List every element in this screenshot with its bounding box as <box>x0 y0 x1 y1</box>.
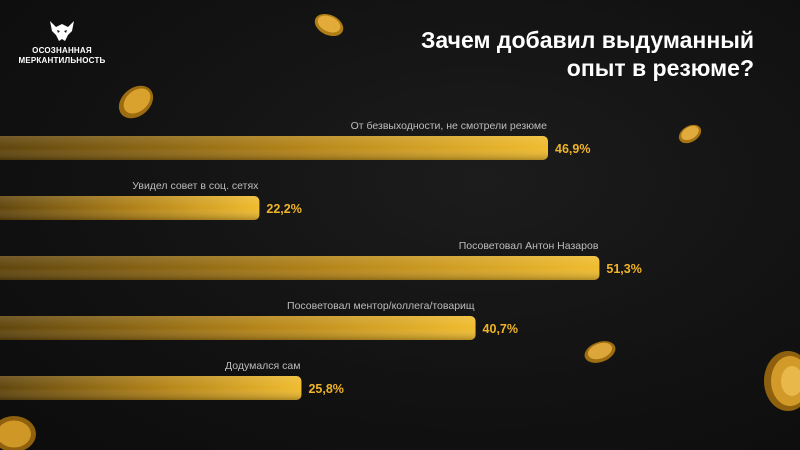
bar-value-label: 46,9% <box>555 142 590 156</box>
bar-shading <box>0 136 548 160</box>
bar-group: Додумался сам 25,8% <box>0 360 344 400</box>
coin-icon <box>678 124 702 144</box>
bar-group: Посоветовал Антон Назаров 51,3% <box>0 240 642 280</box>
coin-icon <box>118 85 154 119</box>
coin-icon <box>314 13 344 37</box>
brand-name-line1: ОСОЗНАННАЯ <box>32 46 92 55</box>
bar-category-label: От безвыходности, не смотрели резюме <box>351 120 548 132</box>
bar-shading <box>0 256 600 280</box>
coin-icon <box>764 351 800 411</box>
bar-category-label: Увидел совет в соц. сетях <box>132 180 259 192</box>
coin-icon <box>584 341 616 363</box>
bar-shading <box>0 316 476 340</box>
bar-value-label: 22,2% <box>266 202 301 216</box>
brand-name-line2: МЕРКАНТИЛЬНОСТЬ <box>18 56 106 65</box>
bar-value-label: 25,8% <box>308 382 343 396</box>
wolf-head-icon <box>50 21 74 41</box>
bar-group: Увидел совет в соц. сетях 22,2% <box>0 180 302 220</box>
brand-logo: ОСОЗНАННАЯ МЕРКАНТИЛЬНОСТЬ <box>14 20 110 66</box>
bar-group: Посоветовал ментор/коллега/товарищ 40,7% <box>0 300 518 340</box>
coin-icon <box>0 416 36 450</box>
bar-shading <box>0 196 260 220</box>
bar-category-label: Посоветовал Антон Назаров <box>459 240 599 252</box>
bar-shading <box>0 376 302 400</box>
bar-value-label: 40,7% <box>483 322 518 336</box>
chart-title: Зачем добавил выдуманный опыт в резюме? <box>420 27 754 81</box>
bar-group: От безвыходности, не смотрели резюме 46,9… <box>0 120 590 160</box>
bar-category-label: Посоветовал ментор/коллега/товарищ <box>287 300 475 312</box>
bar-value-label: 51,3% <box>606 262 641 276</box>
bar-category-label: Додумался сам <box>225 360 300 372</box>
